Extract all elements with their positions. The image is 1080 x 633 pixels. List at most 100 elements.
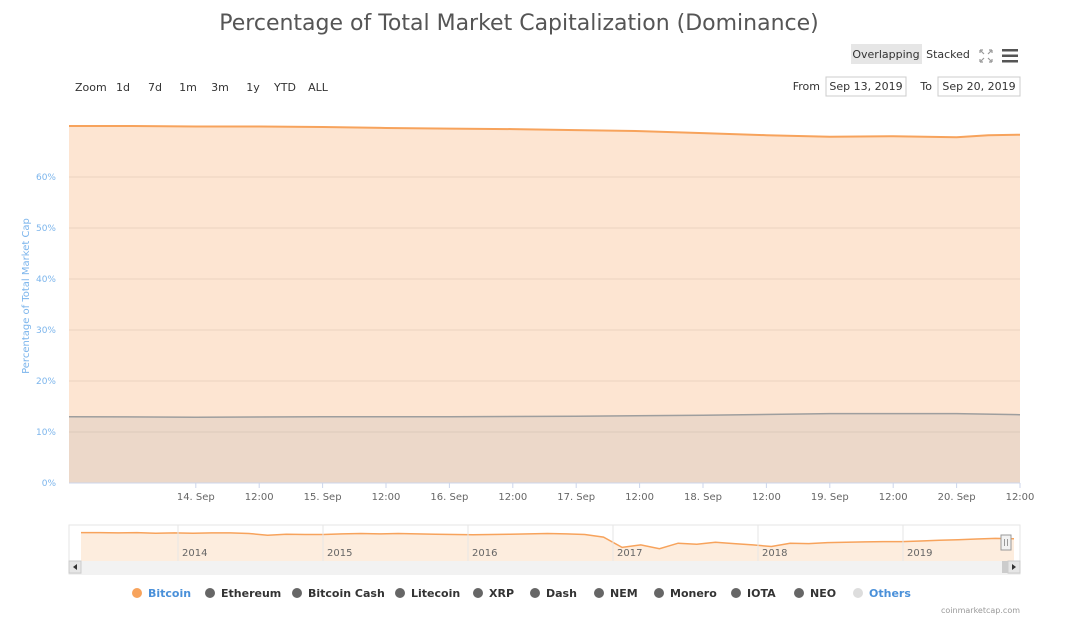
zoom-button-1m[interactable]: 1m: [179, 81, 197, 94]
legend-label: Monero: [670, 587, 717, 600]
x-axis-ticks: 14. Sep 12:00 15. Sep 12:00 16. Sep 12:00 17. …: [177, 483, 1035, 503]
x-tick-label: 18. Sep: [684, 492, 722, 503]
legend-label: Others: [869, 587, 911, 600]
to-date-input[interactable]: Sep 20, 2019: [942, 80, 1015, 93]
x-tick-label: 12:00: [625, 492, 654, 503]
series-area-ethereum: [69, 413, 1020, 483]
scroll-left-arrow-icon: [73, 564, 77, 570]
legend-marker-icon: [853, 588, 863, 598]
legend-label: NEO: [810, 587, 836, 600]
series-line-bitcoin[interactable]: [69, 125, 1021, 139]
x-tick-label: 12:00: [498, 492, 527, 503]
zoom-buttons: 1d 7d 1m 3m 1y YTD ALL: [116, 81, 329, 94]
zoom-button-1d[interactable]: 1d: [116, 81, 130, 94]
legend-marker-icon: [594, 588, 604, 598]
y-axis-ticks: 0% 10% 20% 30% 40% 50% 60%: [36, 173, 56, 489]
legend-item-neo[interactable]: NEO: [794, 587, 836, 600]
legend-item-xrp[interactable]: XRP: [473, 587, 514, 600]
series-layer: [68, 125, 1021, 483]
scroll-right-arrow-icon: [1012, 564, 1016, 570]
legend-item-monero[interactable]: Monero: [654, 587, 717, 600]
x-tick-label: 15. Sep: [304, 492, 342, 503]
legend-marker-icon: [292, 588, 302, 598]
navigator-series: [81, 531, 1015, 561]
x-tick-label: 12:00: [372, 492, 401, 503]
navigator-year-ticks: 2014 2015 2016 2017 2018 2019: [177, 525, 932, 561]
to-date-input-box[interactable]: [937, 76, 1021, 97]
y-tick-label: 10%: [36, 428, 56, 438]
series-line-ethereum[interactable]: [68, 412, 1021, 418]
zoom-button-all[interactable]: ALL: [308, 81, 329, 94]
y-tick-label: 0%: [42, 479, 57, 489]
legend: Bitcoin Ethereum Bitcoin Cash Litecoin XRP Da…: [132, 587, 911, 600]
legend-label: NEM: [610, 587, 638, 600]
legend-marker-icon: [654, 588, 664, 598]
y-tick-label: 20%: [36, 377, 56, 387]
y-axis-label: Percentage of Total Market Cap: [21, 218, 32, 374]
to-label: To: [919, 80, 932, 93]
grid-lines: [69, 176, 1020, 433]
legend-marker-icon: [473, 588, 483, 598]
scrollbar-thumb[interactable]: [1002, 561, 1008, 573]
navigator-year-label: 2018: [762, 548, 787, 559]
fullscreen-icon[interactable]: [979, 49, 993, 63]
x-tick-label: 20. Sep: [938, 492, 976, 503]
legend-label: Litecoin: [411, 587, 460, 600]
legend-label: Bitcoin: [148, 587, 191, 600]
menu-icon[interactable]: [1002, 49, 1018, 63]
legend-item-ethereum[interactable]: Ethereum: [205, 587, 281, 600]
legend-marker-icon: [132, 588, 142, 598]
series-area-bitcoin: [69, 126, 1020, 483]
legend-item-bitcoin-cash[interactable]: Bitcoin Cash: [292, 587, 385, 600]
legend-label: XRP: [489, 587, 514, 600]
navigator-year-label: 2015: [327, 548, 352, 559]
zoom-button-ytd[interactable]: YTD: [273, 81, 296, 94]
legend-marker-icon: [794, 588, 804, 598]
legend-label: Bitcoin Cash: [308, 587, 385, 600]
y-tick-label: 30%: [36, 326, 56, 336]
overlapping-button[interactable]: Overlapping: [852, 48, 919, 61]
navigator-area: [81, 532, 1014, 561]
from-label: From: [793, 80, 820, 93]
legend-label: IOTA: [747, 587, 776, 600]
zoom-button-3m[interactable]: 3m: [211, 81, 229, 94]
from-date-input-box[interactable]: [825, 76, 907, 97]
legend-item-bitcoin[interactable]: Bitcoin: [132, 587, 191, 600]
navigator-year-label: 2017: [617, 548, 642, 559]
x-tick-label: 12:00: [1006, 492, 1035, 503]
credit-link[interactable]: coinmarketcap.com: [941, 606, 1020, 615]
x-tick-label: 16. Sep: [430, 492, 468, 503]
chart-title: Percentage of Total Market Capitalizatio…: [219, 11, 818, 36]
y-tick-label: 50%: [36, 224, 56, 234]
scrollbar-track[interactable]: [69, 561, 1020, 573]
legend-item-nem[interactable]: NEM: [594, 587, 638, 600]
legend-marker-icon: [731, 588, 741, 598]
navigator-year-label: 2019: [907, 548, 932, 559]
y-tick-label: 40%: [36, 275, 56, 285]
overlapping-button-bg[interactable]: [851, 44, 922, 64]
navigator-line: [81, 531, 1015, 550]
zoom-button-7d[interactable]: 7d: [148, 81, 162, 94]
x-tick-label: 12:00: [245, 492, 274, 503]
navigator-handle[interactable]: [1000, 534, 1012, 551]
legend-label: Ethereum: [221, 587, 281, 600]
x-tick-label: 14. Sep: [177, 492, 215, 503]
from-date-input[interactable]: Sep 13, 2019: [829, 80, 902, 93]
legend-marker-icon: [395, 588, 405, 598]
legend-item-dash[interactable]: Dash: [530, 587, 577, 600]
x-tick-label: 12:00: [752, 492, 781, 503]
navigator-year-label: 2014: [182, 548, 207, 559]
zoom-label: Zoom: [75, 81, 107, 94]
x-tick-label: 17. Sep: [557, 492, 595, 503]
legend-label: Dash: [546, 587, 577, 600]
y-tick-label: 60%: [36, 173, 56, 183]
legend-item-litecoin[interactable]: Litecoin: [395, 587, 460, 600]
zoom-button-1y[interactable]: 1y: [246, 81, 260, 94]
navigator-year-label: 2016: [472, 548, 497, 559]
x-tick-label: 19. Sep: [811, 492, 849, 503]
stacked-button[interactable]: Stacked: [926, 48, 970, 61]
legend-item-iota[interactable]: IOTA: [731, 587, 776, 600]
legend-item-others[interactable]: Others: [853, 587, 911, 600]
legend-marker-icon: [530, 588, 540, 598]
